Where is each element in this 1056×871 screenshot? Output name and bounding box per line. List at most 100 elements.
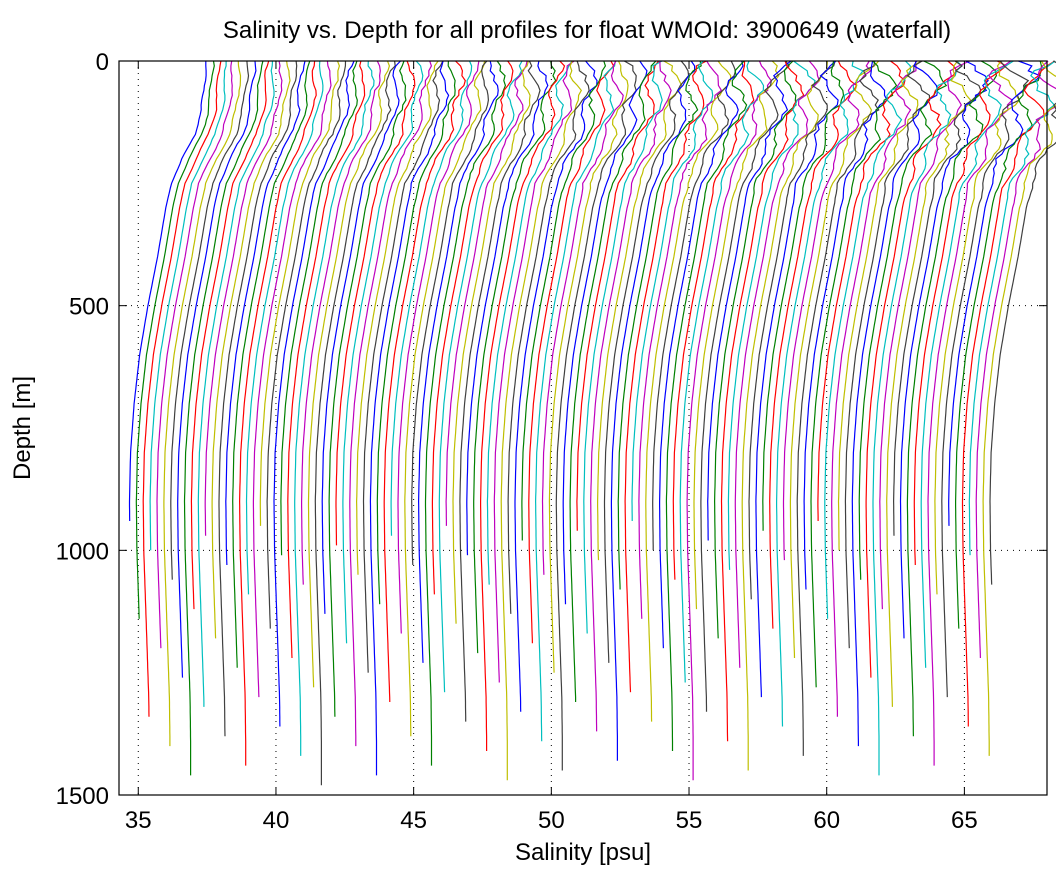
profile-line	[672, 60, 755, 580]
profile-line	[459, 60, 541, 722]
profile-line	[383, 60, 466, 703]
profile-line	[328, 60, 407, 717]
profile-line	[741, 60, 828, 771]
profile-line	[521, 60, 607, 541]
profile-line	[624, 60, 707, 693]
profile-line	[417, 60, 499, 663]
profile-line	[851, 60, 939, 747]
profile-line	[707, 60, 792, 541]
profile-line	[879, 60, 970, 610]
profile-line	[473, 60, 557, 654]
profile-line	[824, 60, 912, 619]
profile-line	[679, 60, 765, 683]
profile-line	[273, 60, 355, 727]
x-tick-label: 65	[951, 807, 978, 834]
profile-line	[259, 60, 341, 526]
x-tick-label: 45	[400, 807, 427, 834]
profile-line	[693, 60, 780, 610]
profile-line	[218, 60, 298, 737]
chart-title: Salinity vs. Depth for all profiles for …	[223, 17, 951, 44]
profile-line	[514, 60, 598, 712]
y-tick-label: 1500	[56, 783, 109, 810]
profile-line	[183, 60, 264, 776]
profile-line	[397, 60, 480, 634]
profile-line	[913, 60, 1008, 566]
profile-line	[700, 60, 790, 712]
profile-line	[955, 60, 1043, 629]
profile-line	[321, 60, 401, 614]
profile-line	[528, 60, 615, 644]
profile-line	[149, 61, 227, 551]
profile-line	[645, 60, 732, 722]
profile-line	[128, 61, 207, 522]
x-tick-label: 50	[538, 807, 565, 834]
profile-line	[769, 60, 858, 629]
profile-line	[445, 60, 528, 526]
profile-line	[975, 60, 1056, 659]
profile-line	[989, 60, 1056, 585]
profile-line	[245, 60, 324, 595]
profile-line	[569, 60, 657, 702]
profile-line	[135, 60, 215, 619]
profile-line	[865, 60, 958, 678]
profile-line	[837, 60, 922, 551]
profile-line	[597, 60, 683, 561]
profile-line	[480, 60, 566, 751]
profile-line	[156, 60, 233, 649]
profile-line	[197, 60, 275, 707]
profile-line	[225, 60, 306, 566]
profile-line	[349, 60, 433, 747]
x-axis-label: Salinity [psu]	[515, 839, 651, 866]
profile-line	[590, 60, 672, 732]
profile-line	[810, 60, 898, 688]
profile-line	[314, 60, 396, 786]
profile-line	[431, 60, 514, 595]
profile-line	[177, 60, 257, 678]
profile-line	[466, 60, 549, 556]
profile-line	[548, 60, 629, 673]
profile-line	[844, 60, 931, 649]
profile-line	[238, 60, 317, 766]
profile-series	[128, 60, 1056, 786]
profile-line	[541, 60, 624, 575]
profile-line	[534, 60, 616, 742]
profile-line	[665, 60, 748, 751]
profile-line	[142, 60, 222, 717]
profile-line	[369, 60, 450, 776]
x-axis-ticks: 35 40 45 50 55 60 65	[125, 61, 978, 834]
profile-line	[287, 60, 366, 659]
profile-line	[486, 60, 573, 585]
profile-line	[782, 60, 872, 561]
profile-line	[803, 60, 888, 590]
profile-line	[355, 60, 439, 575]
profile-line	[211, 60, 291, 639]
profile-line	[927, 60, 1014, 766]
profile-line	[376, 60, 456, 605]
profile-line	[686, 60, 772, 781]
profile-line	[831, 60, 917, 717]
profile-line	[555, 60, 637, 771]
profile-line	[493, 60, 575, 683]
profile-line	[858, 60, 948, 580]
profile-line	[631, 60, 714, 521]
y-tick-label: 0	[96, 49, 109, 76]
profile-line	[252, 60, 332, 698]
profile-line	[659, 60, 744, 649]
profile-line	[886, 60, 972, 707]
profile-line	[776, 60, 864, 727]
profile-line	[190, 60, 270, 610]
plot-area-frame	[118, 60, 1048, 796]
x-tick-label: 55	[676, 807, 703, 834]
profile-line	[438, 60, 523, 693]
profile-line	[500, 60, 583, 781]
profile-line	[507, 60, 590, 614]
x-tick-label: 35	[125, 807, 152, 834]
profile-line	[342, 60, 424, 644]
profile-line	[301, 60, 381, 585]
grid-lines	[119, 60, 1047, 796]
profile-line	[603, 60, 690, 663]
profile-line	[968, 60, 1056, 556]
profile-line	[734, 60, 821, 668]
profile-line	[307, 60, 391, 688]
